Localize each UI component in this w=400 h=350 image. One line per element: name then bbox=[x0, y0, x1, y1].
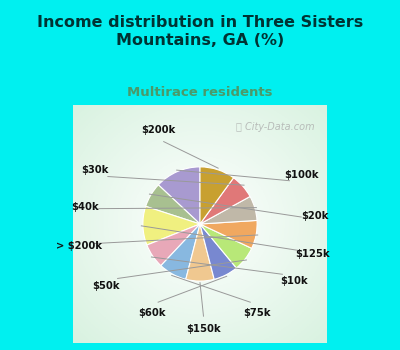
Text: $125k: $125k bbox=[295, 249, 330, 259]
Wedge shape bbox=[158, 167, 200, 224]
Text: $200k: $200k bbox=[142, 125, 176, 135]
Text: $30k: $30k bbox=[82, 165, 109, 175]
Text: $60k: $60k bbox=[139, 308, 166, 318]
Text: $100k: $100k bbox=[284, 170, 319, 180]
Wedge shape bbox=[200, 224, 252, 268]
Text: $20k: $20k bbox=[301, 211, 329, 221]
Wedge shape bbox=[186, 224, 214, 281]
Wedge shape bbox=[143, 206, 200, 245]
Wedge shape bbox=[147, 224, 200, 266]
Wedge shape bbox=[200, 167, 234, 224]
Wedge shape bbox=[200, 178, 250, 224]
Wedge shape bbox=[161, 224, 200, 279]
Text: $10k: $10k bbox=[280, 276, 308, 286]
Text: $75k: $75k bbox=[243, 308, 271, 318]
Wedge shape bbox=[200, 196, 257, 224]
Text: Multirace residents: Multirace residents bbox=[127, 86, 273, 99]
Text: Income distribution in Three Sisters
Mountains, GA (%): Income distribution in Three Sisters Mou… bbox=[37, 15, 363, 48]
Wedge shape bbox=[200, 224, 236, 279]
Text: $150k: $150k bbox=[187, 324, 221, 334]
Wedge shape bbox=[200, 220, 257, 248]
Text: $40k: $40k bbox=[71, 202, 99, 211]
Text: > $200k: > $200k bbox=[56, 241, 102, 251]
Wedge shape bbox=[146, 185, 200, 224]
Text: ⓘ City-Data.com: ⓘ City-Data.com bbox=[236, 122, 314, 132]
Text: $50k: $50k bbox=[93, 281, 120, 291]
